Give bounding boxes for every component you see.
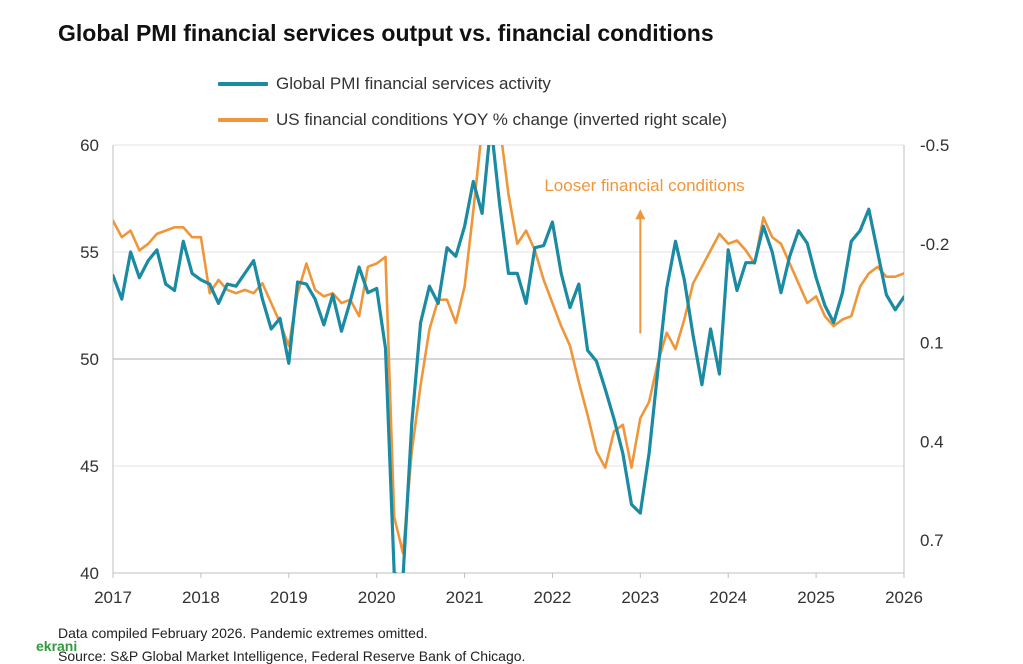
x-tick-label: 2019 xyxy=(270,588,308,607)
right-tick-label: -0.5 xyxy=(920,136,949,155)
legend-swatch-pmi xyxy=(218,82,268,86)
legend-item-financial-conditions: US financial conditions YOY % change (in… xyxy=(218,102,727,138)
legend-label-pmi: Global PMI financial services activity xyxy=(276,74,551,93)
right-tick-label: 0.4 xyxy=(920,432,944,451)
right-tick-label: 0.7 xyxy=(920,531,944,550)
right-tick-label: -0.2 xyxy=(920,235,949,254)
series-line-financial-conditions xyxy=(113,145,904,555)
chart-legend: Global PMI financial services activity U… xyxy=(218,66,727,138)
annotation-arrow-head xyxy=(635,209,646,220)
x-tick-label: 2018 xyxy=(182,588,220,607)
x-tick-label: 2020 xyxy=(358,588,396,607)
series-line-pmi-activity xyxy=(113,145,904,573)
x-tick-label: 2021 xyxy=(446,588,484,607)
footer-source: Source: S&P Global Market Intelligence, … xyxy=(58,648,526,664)
legend-label-financial-conditions: US financial conditions YOY % change (in… xyxy=(276,110,728,129)
legend-swatch-financial-conditions xyxy=(218,118,268,122)
footer-note: Data compiled February 2026. Pandemic ex… xyxy=(58,625,428,641)
left-tick-label: 60 xyxy=(80,136,99,155)
chart-title: Global PMI financial services output vs.… xyxy=(58,20,714,46)
left-tick-label: 55 xyxy=(80,243,99,262)
x-tick-label: 2025 xyxy=(797,588,835,607)
annotation-text: Looser financial conditions xyxy=(544,176,744,195)
x-tick-label: 2024 xyxy=(709,588,747,607)
left-tick-label: 40 xyxy=(80,564,99,583)
x-tick-label: 2023 xyxy=(621,588,659,607)
x-tick-label: 2026 xyxy=(885,588,923,607)
watermark-logo: ekrani xyxy=(36,638,78,654)
x-tick-label: 2022 xyxy=(534,588,572,607)
legend-item-pmi: Global PMI financial services activity xyxy=(218,66,727,102)
right-tick-label: 0.1 xyxy=(920,334,944,353)
x-tick-label: 2017 xyxy=(94,588,132,607)
left-tick-label: 50 xyxy=(80,350,99,369)
left-tick-label: 45 xyxy=(80,457,99,476)
